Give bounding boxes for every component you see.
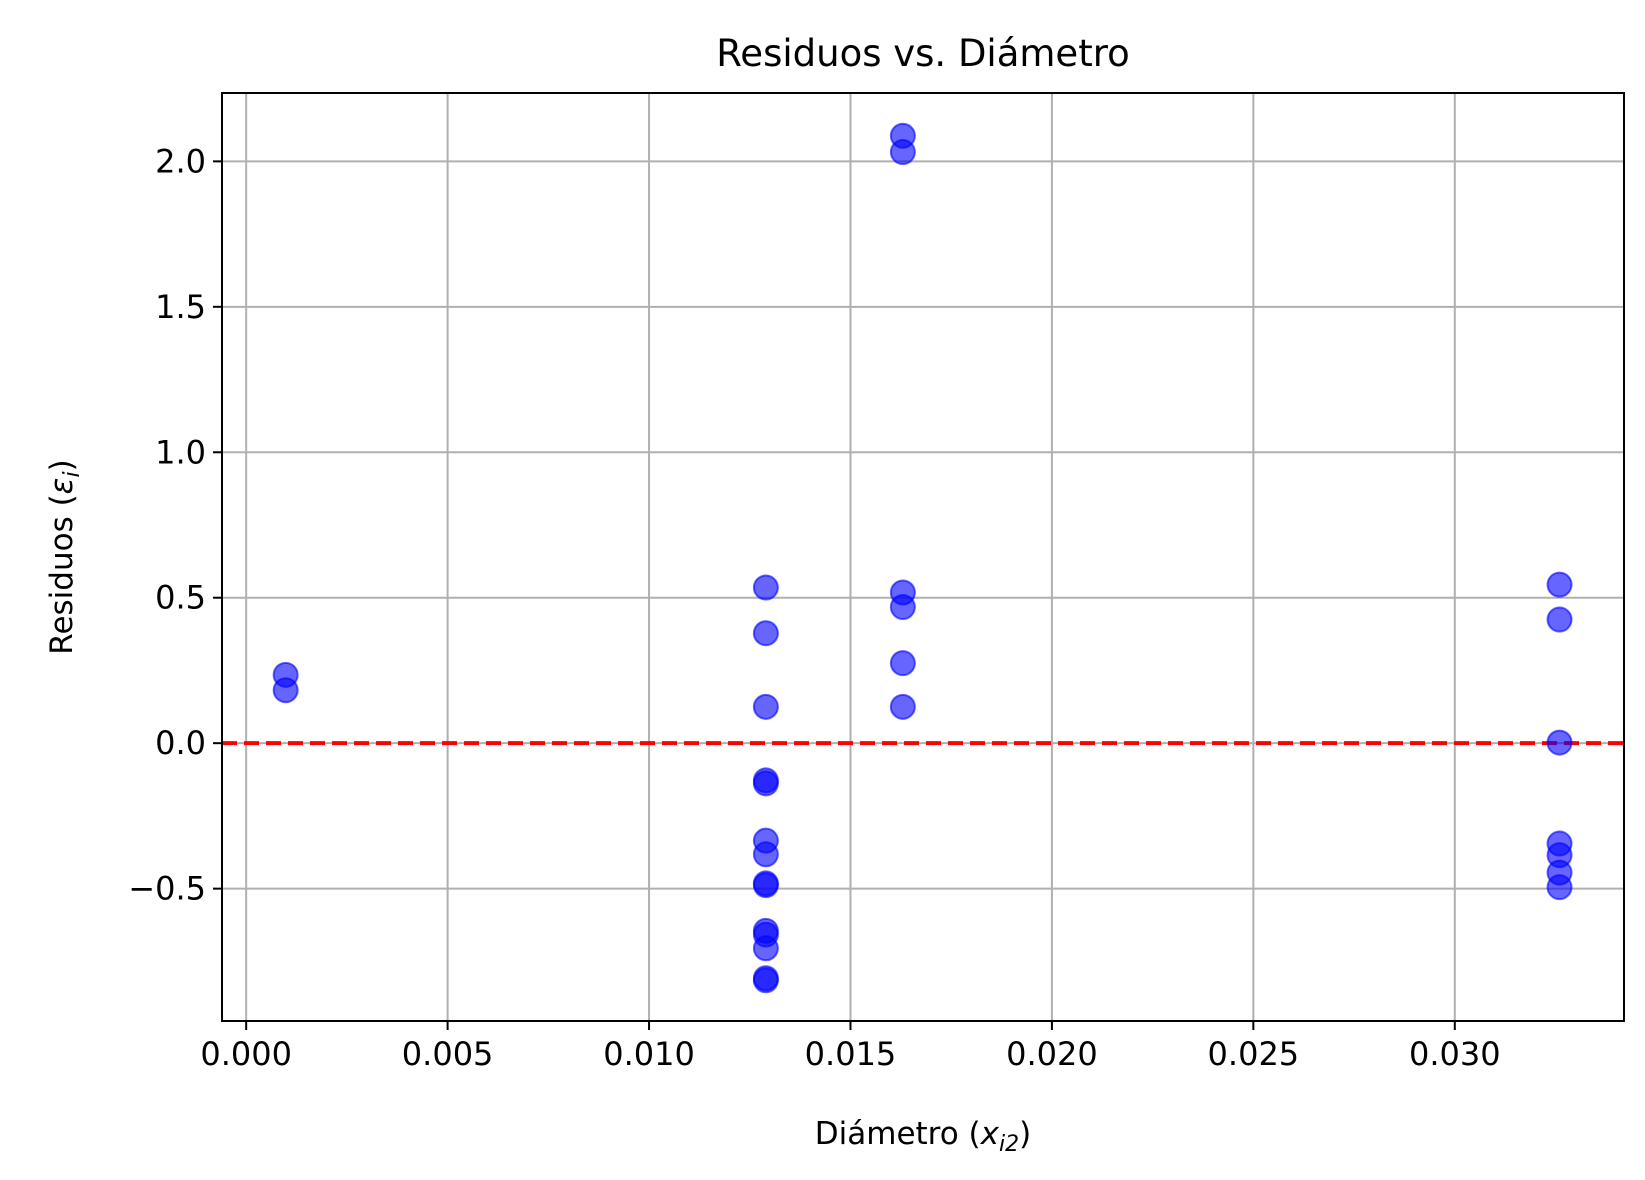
scatter-point	[752, 693, 779, 720]
scatter-point	[272, 677, 299, 704]
y-tick-label: 0.5	[155, 579, 206, 617]
scatter-point	[752, 935, 779, 962]
scatter-point	[889, 693, 916, 720]
y-tick-label: 1.0	[155, 433, 206, 471]
plot-area	[222, 93, 1624, 1021]
y-tick-label: 2.0	[155, 142, 206, 180]
scatter-point	[752, 620, 779, 647]
scatter-point	[889, 594, 916, 621]
scatter-point	[1546, 874, 1573, 901]
x-tick-label: 0.015	[805, 1035, 897, 1073]
data-points	[272, 122, 1573, 994]
x-axis-label-sub: i2	[999, 1132, 1019, 1157]
y-tick-label: 0.0	[155, 724, 206, 762]
x-tick-label: 0.000	[200, 1035, 292, 1073]
x-axis-label-close: )	[1019, 1116, 1031, 1152]
scatter-point	[752, 841, 779, 868]
scatter-point	[1546, 729, 1573, 756]
x-axis-label-var: x	[980, 1116, 1000, 1152]
x-tick-label: 0.010	[603, 1035, 695, 1073]
y-axis-label: Residuos (εi)	[44, 459, 85, 654]
y-tick-label: 1.5	[155, 288, 206, 326]
y-axis-label-close: )	[44, 459, 80, 471]
y-axis-label-var: ε	[44, 478, 80, 495]
scatter-point	[889, 650, 916, 677]
scatter-point	[1546, 606, 1573, 633]
x-tick-label: 0.030	[1409, 1035, 1501, 1073]
y-axis-label-main: Residuos (	[44, 494, 80, 654]
y-axis-ticks: −0.5 0.0 0.5 1.0 1.5 2.0	[128, 142, 222, 908]
x-axis-label: Diámetro (xi2)	[815, 1116, 1031, 1157]
chart-title: Residuos vs. Diámetro	[716, 32, 1129, 75]
x-tick-label: 0.005	[402, 1035, 494, 1073]
scatter-point	[752, 872, 779, 899]
y-axis-label-sub: i	[60, 471, 85, 477]
y-tick-label: −0.5	[128, 870, 206, 908]
x-tick-label: 0.020	[1006, 1035, 1098, 1073]
x-axis-label-main: Diámetro (	[815, 1116, 981, 1152]
plot-frame	[221, 92, 1625, 1022]
scatter-point	[752, 574, 779, 601]
scatter-point	[752, 967, 779, 994]
x-tick-label: 0.025	[1208, 1035, 1300, 1073]
scatter-point	[752, 770, 779, 797]
scatter-point	[889, 139, 916, 166]
x-axis-ticks: 0.000 0.005 0.010 0.015 0.020 0.025 0.030	[200, 1021, 1501, 1073]
scatter-point	[1546, 571, 1573, 598]
